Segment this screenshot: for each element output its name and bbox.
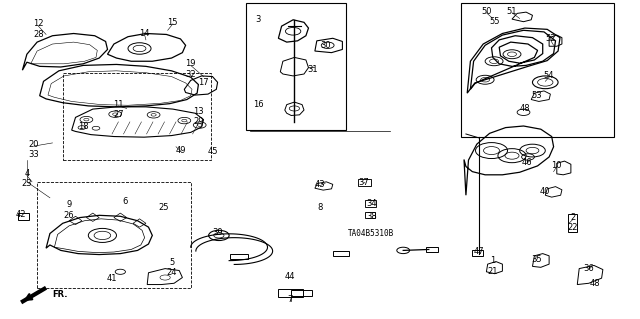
Text: 45: 45	[208, 147, 218, 156]
Text: 40: 40	[540, 187, 550, 196]
Text: 1: 1	[490, 256, 495, 265]
Text: FR.: FR.	[52, 290, 68, 299]
Text: 20: 20	[29, 140, 39, 149]
Bar	[18, 213, 29, 220]
Bar	[472, 250, 483, 256]
Text: 47: 47	[474, 247, 484, 256]
Text: 12: 12	[33, 19, 44, 28]
Text: 37: 37	[358, 178, 369, 187]
Bar	[291, 290, 312, 296]
Text: 22: 22	[568, 223, 578, 232]
Text: 2: 2	[570, 213, 575, 222]
Text: 33: 33	[29, 150, 39, 159]
Bar	[230, 254, 248, 259]
Text: 41: 41	[107, 274, 117, 283]
Bar	[568, 214, 577, 232]
Text: 53: 53	[531, 91, 541, 100]
Text: 35: 35	[531, 256, 541, 264]
Text: 4: 4	[24, 169, 29, 178]
Text: 46: 46	[522, 158, 532, 167]
Text: 28: 28	[33, 30, 44, 39]
Text: 16: 16	[253, 100, 263, 109]
Text: 51: 51	[507, 7, 517, 16]
Text: 42: 42	[16, 210, 26, 219]
Bar	[278, 289, 303, 297]
Text: 32: 32	[186, 70, 196, 78]
Text: 6: 6	[122, 197, 127, 206]
Text: 54: 54	[544, 71, 554, 80]
Text: 21: 21	[488, 267, 498, 276]
Text: 52: 52	[545, 34, 556, 43]
Text: 7: 7	[287, 295, 292, 304]
Text: 9: 9	[67, 200, 72, 209]
Text: 27: 27	[113, 110, 124, 119]
Text: 17: 17	[198, 78, 209, 87]
Text: 26: 26	[64, 211, 74, 219]
Text: 19: 19	[186, 59, 196, 68]
Text: 14: 14	[139, 29, 149, 38]
Text: 18: 18	[78, 122, 88, 131]
Text: 30: 30	[320, 41, 330, 50]
Text: 24: 24	[166, 268, 177, 277]
Bar	[37, 182, 191, 288]
Bar	[365, 200, 376, 207]
Text: 48: 48	[590, 279, 600, 288]
Bar	[365, 212, 375, 218]
Text: 34: 34	[366, 199, 376, 208]
Bar	[63, 73, 211, 160]
Bar	[333, 251, 349, 256]
Text: 11: 11	[113, 100, 124, 109]
Text: 10: 10	[552, 161, 562, 170]
Text: 31: 31	[307, 65, 317, 74]
Text: TA04B5310B: TA04B5310B	[348, 229, 394, 238]
Text: 50: 50	[481, 7, 492, 16]
Bar	[461, 3, 614, 137]
Bar	[358, 179, 371, 186]
Text: 43: 43	[315, 180, 325, 189]
Bar	[426, 247, 438, 252]
Text: 55: 55	[490, 17, 500, 26]
Text: 49: 49	[176, 146, 186, 155]
Text: 29: 29	[193, 117, 204, 126]
Text: 48: 48	[520, 104, 530, 113]
Text: 23: 23	[22, 179, 32, 188]
Text: 38: 38	[366, 212, 376, 221]
Text: 8: 8	[317, 203, 323, 212]
Text: 13: 13	[193, 107, 204, 116]
Text: 5: 5	[169, 258, 174, 267]
Text: 25: 25	[158, 204, 168, 212]
Text: 15: 15	[168, 18, 178, 27]
Text: 39: 39	[212, 228, 223, 237]
Text: 3: 3	[255, 15, 260, 24]
Bar	[246, 3, 346, 130]
Text: 36: 36	[584, 264, 594, 273]
Text: 44: 44	[285, 272, 295, 281]
